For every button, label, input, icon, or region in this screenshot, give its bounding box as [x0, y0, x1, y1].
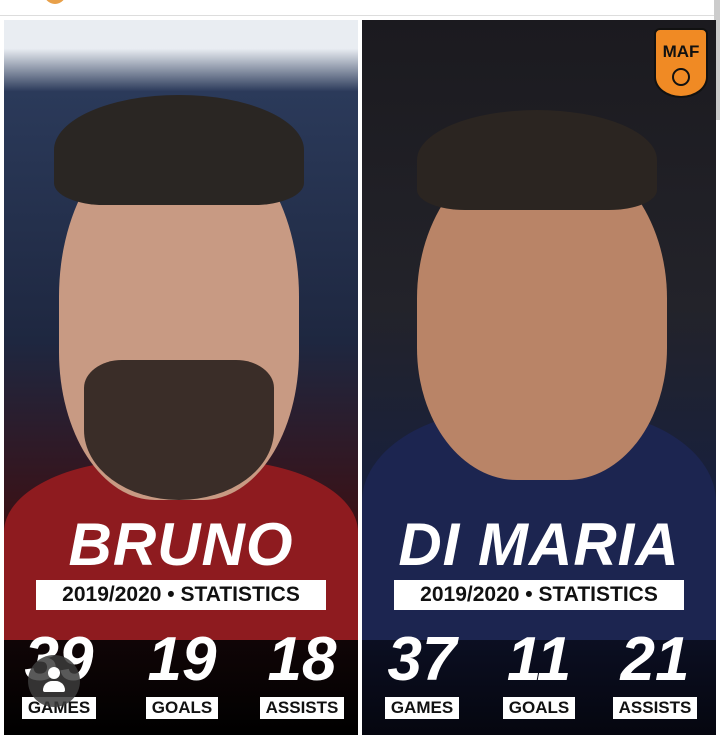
football-icon	[672, 68, 690, 86]
stat-value: 21	[620, 625, 690, 694]
stat-label: GOALS	[145, 697, 219, 719]
season-label: 2019/2020 • STATISTICS	[36, 580, 326, 610]
player-card-di-maria: MAF DI MARIA 2019/2020 • STATISTICS 37 GA…	[362, 20, 716, 735]
profile-avatar[interactable]	[44, 0, 66, 4]
user-tag-icon[interactable]	[28, 655, 80, 707]
stat-assists: 18 ASSISTS	[252, 625, 352, 719]
stat-value: 18	[267, 625, 337, 694]
stat-label: ASSISTS	[612, 697, 698, 719]
season-label: 2019/2020 • STATISTICS	[394, 580, 684, 610]
maf-logo: MAF	[654, 28, 708, 98]
player-hair	[54, 95, 304, 205]
player-beard	[84, 360, 274, 500]
stat-value: 19	[147, 625, 217, 694]
stat-value: 11	[506, 625, 572, 694]
logo-text: MAF	[662, 42, 700, 61]
stat-games: 37 GAMES	[372, 625, 472, 719]
stat-goals: 11 GOALS	[489, 625, 589, 719]
stat-value: 37	[387, 625, 457, 694]
stat-goals: 19 GOALS	[132, 625, 232, 719]
player-card-bruno: BRUNO 2019/2020 • STATISTICS 39GAMES 19G…	[4, 20, 358, 735]
post-header	[0, 0, 720, 16]
stat-label: GOALS	[502, 697, 576, 719]
stat-assists: 21 ASSISTS	[605, 625, 705, 719]
player-name: BRUNO	[68, 511, 294, 578]
scrollbar[interactable]	[714, 0, 720, 120]
stat-label: ASSISTS	[259, 697, 345, 719]
player-hair	[417, 110, 657, 210]
player-name: DI MARIA	[398, 511, 680, 578]
stat-label: GAMES	[384, 697, 460, 719]
